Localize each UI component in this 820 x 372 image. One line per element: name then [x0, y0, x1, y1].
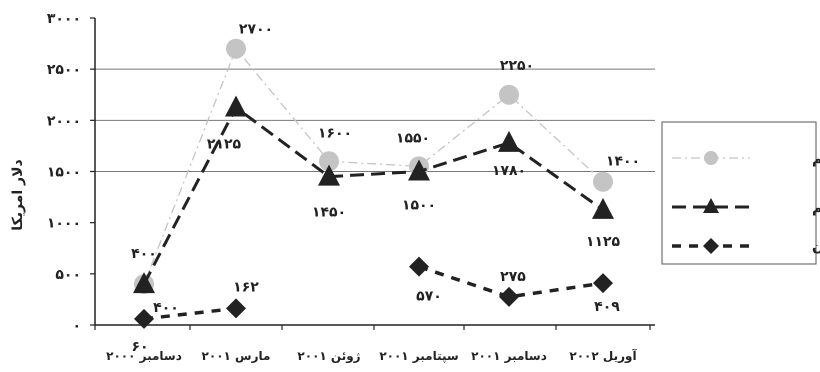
data-label: ۱۴۵۰ — [312, 205, 346, 221]
data-point — [134, 308, 154, 329]
data-label: ۲۷۰۰ — [239, 22, 273, 38]
data-label: ۲۲۵۰ — [500, 58, 534, 74]
x-tick-label: دسامبر ۲۰۰۰ — [106, 349, 182, 363]
legend-entry: ماکزیمم — [672, 151, 820, 167]
y-tick-labels: ۰ ۵۰۰ ۱۰۰۰ ۱۵۰۰ ۲۰۰۰ ۲۵۰۰ ۳۰۰۰ — [47, 11, 95, 334]
data-point — [498, 130, 520, 152]
legend-label: ماکزیمم — [812, 151, 820, 167]
data-label: ۲۷۵ — [500, 269, 526, 285]
data-point — [499, 286, 519, 307]
data-labels: ۴۰۰ ۲۷۰۰ ۱۶۰۰ ۱۵۵۰ ۲۲۵۰ ۱۴۰۰ ۴۰۰ ۲۱۲۵ ۱۴۵۰ ۱۵۰۰ ۱۷… — [131, 22, 640, 355]
gridlines — [95, 68, 655, 172]
legend-entry: مینیمم — [672, 198, 820, 216]
data-label: ۶۰ — [131, 339, 148, 355]
legend: ماکزیمم مینیمم افغانستان — [661, 121, 820, 265]
series-layer — [133, 38, 614, 329]
y-tick-label: ۳۰۰۰ — [47, 11, 81, 27]
data-point — [133, 272, 155, 294]
data-label: ۱۱۲۵ — [586, 234, 621, 250]
x-tick-label: ژوئن ۲۰۰۱ — [297, 349, 360, 364]
x-tick-labels: دسامبر ۲۰۰۰ مارس ۲۰۰۱ ژوئن ۲۰۰۱ سپتامبر ۲۰۰… — [94, 325, 651, 364]
data-label: ۴۰۰ — [131, 246, 157, 262]
legend-marker — [703, 238, 719, 254]
data-point — [226, 38, 246, 59]
y-tick-label: ۲۵۰۰ — [47, 62, 81, 78]
data-label: ۲۱۲۵ — [207, 137, 242, 153]
data-point — [593, 273, 613, 294]
data-point — [319, 151, 339, 172]
data-point — [499, 84, 519, 105]
data-point — [225, 95, 247, 117]
legend-entry: افغانستان — [672, 238, 820, 255]
x-tick-label: سپتامبر ۲۰۰۱ — [379, 349, 458, 363]
data-point — [226, 298, 246, 319]
legend-label: مینیمم — [812, 200, 820, 216]
series-line — [143, 47, 604, 285]
legend-label: افغانستان — [812, 239, 820, 255]
data-label: ۱۷۸۰ — [492, 163, 526, 179]
data-label: ۱۵۵۰ — [396, 130, 430, 146]
y-tick-label: ۱۰۰۰ — [47, 216, 81, 232]
series-line — [143, 265, 604, 321]
y-tick-label: ۲۰۰۰ — [47, 113, 81, 129]
y-tick-label: ۰ — [72, 318, 81, 334]
data-point — [409, 256, 429, 277]
data-point — [408, 159, 430, 181]
x-tick-label: دسامبر ۲۰۰۱ — [471, 349, 547, 363]
series-line — [142, 105, 604, 285]
data-point — [593, 171, 613, 192]
data-label: ۱۴۰۰ — [606, 154, 640, 170]
data-label: ۴۰۰ — [153, 300, 179, 316]
series-1 — [133, 95, 614, 294]
data-label: ۵۷۰ — [416, 289, 442, 305]
data-point — [592, 197, 614, 219]
legend-marker — [704, 151, 718, 165]
x-tick-label: مارس ۲۰۰۱ — [202, 349, 271, 363]
x-tick-label: آوریل ۲۰۰۲ — [569, 348, 637, 364]
series-2 — [134, 256, 613, 329]
legend-box — [661, 121, 817, 265]
y-tick-label: ۱۵۰۰ — [47, 165, 81, 181]
data-label: ۴۰۹ — [594, 299, 620, 315]
y-tick-label: ۵۰۰ — [55, 267, 81, 283]
data-label: ۱۶۰۰ — [318, 125, 352, 141]
data-label: ۱۵۰۰ — [402, 198, 436, 214]
y-axis-label: دلار امریکا — [10, 159, 26, 230]
data-label: ۱۶۲ — [233, 279, 259, 295]
data-point — [318, 164, 340, 186]
legend-marker — [703, 198, 719, 213]
